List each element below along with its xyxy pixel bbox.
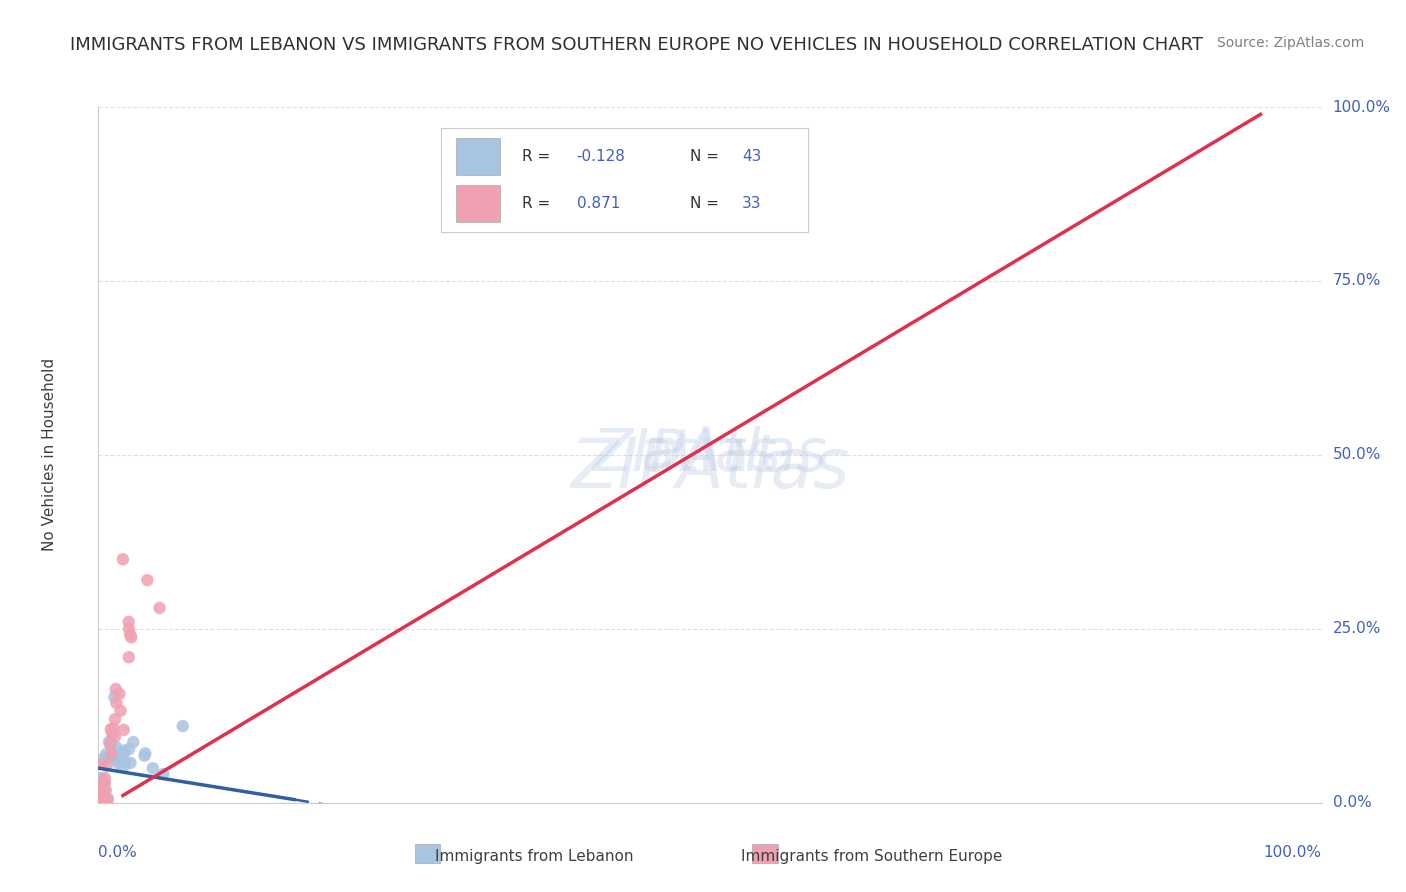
Point: [91, 787, 114, 801]
Text: 75.0%: 75.0%: [1333, 274, 1381, 288]
Point: [112, 743, 135, 757]
Point: [107, 753, 129, 767]
Text: No Vehicles in Household: No Vehicles in Household: [42, 359, 58, 551]
Point: [104, 681, 127, 696]
Point: [93, 775, 115, 789]
Point: [172, 719, 194, 733]
Point: [105, 696, 128, 710]
Point: [134, 747, 156, 761]
Point: [96, 758, 118, 772]
Point: [136, 573, 159, 587]
Point: [91, 791, 114, 805]
Point: [89, 785, 111, 799]
Point: [91, 774, 114, 789]
Text: ZIPAtlas: ZIPAtlas: [571, 435, 849, 502]
Point: [108, 687, 131, 701]
Point: [110, 704, 132, 718]
Bar: [752, 844, 778, 863]
Point: [90, 793, 112, 807]
Point: [134, 748, 156, 763]
Point: [93, 796, 115, 810]
Point: [118, 622, 141, 636]
Point: [120, 630, 142, 644]
Point: [94, 771, 117, 785]
Point: [91, 790, 114, 805]
Point: [97, 793, 120, 807]
Point: [103, 721, 125, 735]
Point: [112, 723, 135, 737]
Text: 100.0%: 100.0%: [1264, 845, 1322, 860]
Point: [118, 742, 141, 756]
Point: [97, 751, 120, 765]
Point: [89, 792, 111, 806]
Point: [90, 786, 112, 800]
Point: [107, 756, 129, 771]
Point: [90, 771, 112, 785]
Point: [94, 783, 117, 797]
Point: [100, 747, 122, 761]
Point: [118, 615, 141, 629]
Bar: [415, 844, 440, 863]
Point: [112, 746, 135, 760]
Point: [120, 627, 142, 641]
Point: [90, 793, 112, 807]
Point: [104, 730, 127, 744]
Point: [118, 650, 141, 665]
Point: [90, 757, 112, 772]
Point: [149, 601, 172, 615]
Point: [90, 789, 112, 804]
Text: atlas: atlas: [640, 426, 780, 483]
Text: 0.0%: 0.0%: [98, 845, 138, 860]
Point: [101, 726, 124, 740]
Point: [152, 767, 174, 781]
Text: 50.0%: 50.0%: [1333, 448, 1381, 462]
Point: [93, 780, 115, 795]
Point: [89, 788, 111, 802]
Text: Immigrants from Southern Europe: Immigrants from Southern Europe: [741, 849, 1002, 863]
Point: [98, 737, 121, 751]
Text: 0.0%: 0.0%: [1333, 796, 1371, 810]
Text: 100.0%: 100.0%: [1333, 100, 1391, 114]
Point: [100, 723, 122, 737]
Point: [93, 781, 115, 796]
Point: [89, 793, 111, 807]
Point: [122, 735, 145, 749]
Point: [93, 752, 115, 766]
Text: Source: ZipAtlas.com: Source: ZipAtlas.com: [1216, 36, 1364, 50]
Point: [93, 776, 115, 790]
Point: [87, 783, 110, 797]
Point: [97, 791, 120, 805]
Point: [114, 755, 136, 769]
Point: [120, 756, 142, 770]
Point: [91, 796, 114, 810]
Point: [90, 781, 112, 796]
Point: [101, 747, 124, 761]
Point: [112, 759, 135, 773]
Point: [104, 712, 127, 726]
Point: [101, 747, 124, 761]
Point: [89, 790, 111, 805]
Text: 25.0%: 25.0%: [1333, 622, 1381, 636]
Point: [100, 738, 122, 752]
Text: ZIPAtlas: ZIPAtlas: [593, 426, 827, 483]
Point: [98, 735, 121, 749]
Point: [90, 785, 112, 799]
Point: [90, 791, 112, 805]
Point: [142, 761, 165, 775]
Point: [103, 690, 125, 705]
Point: [89, 772, 111, 786]
Text: IMMIGRANTS FROM LEBANON VS IMMIGRANTS FROM SOUTHERN EUROPE NO VEHICLES IN HOUSEH: IMMIGRANTS FROM LEBANON VS IMMIGRANTS FR…: [70, 36, 1204, 54]
Point: [96, 747, 118, 761]
Point: [94, 795, 117, 809]
Point: [89, 783, 111, 797]
Text: Immigrants from Lebanon: Immigrants from Lebanon: [434, 849, 634, 863]
Point: [104, 739, 127, 754]
Point: [111, 552, 134, 566]
